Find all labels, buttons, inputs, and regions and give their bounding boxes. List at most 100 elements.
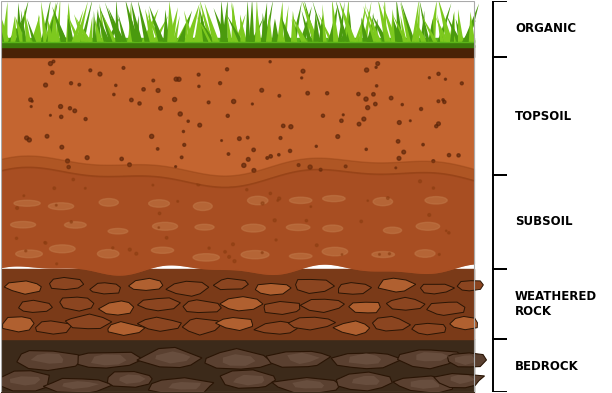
Polygon shape: [127, 20, 134, 42]
Polygon shape: [102, 13, 116, 42]
Point: [338, 112, 348, 118]
Polygon shape: [337, 372, 392, 391]
Point: [441, 228, 451, 234]
Point: [266, 190, 275, 196]
Point: [337, 252, 347, 258]
Ellipse shape: [372, 252, 395, 257]
Polygon shape: [434, 373, 485, 388]
Polygon shape: [43, 10, 54, 42]
Polygon shape: [200, 0, 213, 42]
Ellipse shape: [323, 196, 345, 202]
Point: [28, 98, 37, 104]
Ellipse shape: [14, 200, 40, 206]
Point: [230, 258, 239, 264]
Polygon shape: [302, 0, 319, 42]
Ellipse shape: [289, 197, 312, 204]
Text: WEATHERED
ROCK: WEATHERED ROCK: [515, 290, 597, 318]
Point: [70, 108, 80, 114]
Ellipse shape: [108, 228, 128, 234]
Point: [135, 100, 144, 107]
Point: [274, 195, 284, 202]
Polygon shape: [56, 20, 68, 42]
Point: [286, 123, 296, 130]
Point: [215, 80, 225, 86]
Polygon shape: [421, 15, 438, 42]
Point: [75, 82, 84, 88]
Ellipse shape: [50, 245, 75, 253]
Point: [457, 80, 467, 86]
Polygon shape: [51, 2, 58, 42]
Polygon shape: [0, 371, 50, 391]
Point: [434, 71, 444, 77]
Polygon shape: [72, 10, 83, 42]
Polygon shape: [437, 14, 444, 42]
Ellipse shape: [193, 253, 219, 261]
Ellipse shape: [289, 253, 312, 259]
Polygon shape: [245, 0, 250, 42]
Polygon shape: [447, 353, 487, 367]
Point: [19, 193, 29, 199]
Polygon shape: [462, 20, 476, 42]
Polygon shape: [463, 4, 479, 42]
Point: [154, 224, 163, 231]
Polygon shape: [200, 20, 215, 42]
Polygon shape: [74, 14, 86, 42]
Polygon shape: [194, 4, 200, 42]
Point: [415, 178, 425, 184]
Ellipse shape: [97, 250, 119, 258]
Polygon shape: [312, 0, 326, 42]
Ellipse shape: [48, 203, 73, 210]
Point: [441, 76, 450, 83]
Polygon shape: [131, 0, 143, 42]
Polygon shape: [249, 0, 255, 42]
Polygon shape: [446, 15, 461, 42]
Polygon shape: [393, 376, 453, 393]
Polygon shape: [437, 3, 452, 42]
Polygon shape: [455, 355, 475, 365]
Point: [323, 90, 332, 96]
Polygon shape: [275, 19, 279, 42]
Polygon shape: [46, 1, 58, 42]
Polygon shape: [319, 15, 326, 42]
Ellipse shape: [64, 222, 86, 228]
Ellipse shape: [99, 198, 118, 206]
Polygon shape: [414, 4, 420, 42]
Polygon shape: [438, 0, 453, 42]
Point: [242, 187, 252, 193]
Point: [148, 182, 158, 188]
Polygon shape: [92, 11, 97, 42]
Polygon shape: [349, 302, 380, 313]
Ellipse shape: [247, 196, 268, 205]
Polygon shape: [332, 0, 339, 42]
Polygon shape: [176, 14, 190, 42]
Point: [194, 83, 204, 90]
Point: [243, 134, 253, 141]
Ellipse shape: [193, 202, 212, 211]
Polygon shape: [277, 1, 283, 42]
Polygon shape: [215, 318, 253, 331]
Polygon shape: [358, 2, 366, 42]
Point: [386, 95, 396, 101]
Point: [223, 151, 233, 157]
Polygon shape: [231, 3, 238, 42]
Point: [195, 122, 204, 128]
Polygon shape: [220, 0, 226, 42]
Point: [444, 230, 453, 236]
Text: BEDROCK: BEDROCK: [515, 360, 579, 373]
Polygon shape: [266, 351, 331, 367]
Polygon shape: [318, 13, 333, 42]
Polygon shape: [346, 11, 353, 42]
Point: [174, 76, 184, 83]
Polygon shape: [366, 6, 381, 42]
Point: [373, 61, 382, 67]
Polygon shape: [177, 11, 192, 42]
Ellipse shape: [415, 250, 435, 257]
Polygon shape: [78, 352, 143, 368]
Point: [418, 141, 428, 148]
Point: [273, 197, 283, 204]
Polygon shape: [41, 1, 48, 42]
Point: [21, 248, 31, 254]
Point: [66, 219, 76, 225]
Polygon shape: [137, 347, 202, 367]
Point: [428, 158, 438, 164]
